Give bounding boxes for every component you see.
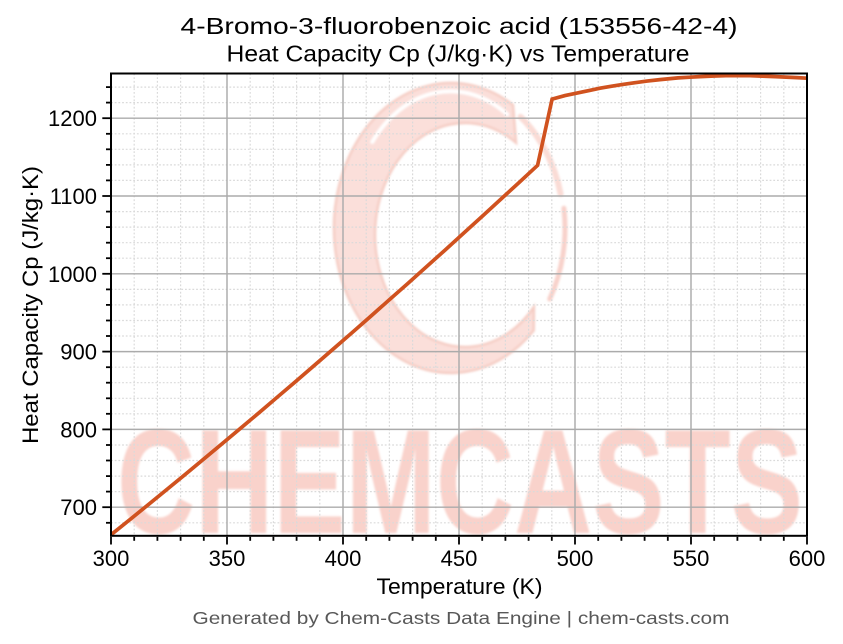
svg-text:800: 800 — [60, 417, 97, 442]
svg-text:600: 600 — [789, 546, 826, 571]
svg-text:Temperature (K): Temperature (K) — [377, 574, 543, 599]
svg-text:550: 550 — [673, 546, 710, 571]
svg-text:400: 400 — [325, 546, 362, 571]
svg-text:1100: 1100 — [50, 184, 97, 209]
svg-text:350: 350 — [209, 546, 246, 571]
svg-text:700: 700 — [60, 495, 97, 520]
svg-text:300: 300 — [93, 546, 130, 571]
svg-text:500: 500 — [557, 546, 594, 571]
svg-text:900: 900 — [60, 340, 97, 365]
svg-text:1200: 1200 — [48, 106, 97, 131]
svg-text:Heat Capacity Cp (J/kg·K): Heat Capacity Cp (J/kg·K) — [18, 166, 43, 444]
svg-text:4-Bromo-3-fluorobenzoic acid (: 4-Bromo-3-fluorobenzoic acid (153556-42-… — [181, 13, 738, 39]
svg-text:CHEMCASTS: CHEMCASTS — [117, 398, 803, 565]
svg-text:Heat Capacity Cp (J/kg·K) vs T: Heat Capacity Cp (J/kg·K) vs Temperature — [227, 41, 690, 67]
svg-text:450: 450 — [441, 546, 478, 571]
svg-text:1000: 1000 — [48, 262, 97, 287]
svg-text:Generated by Chem-Casts Data E: Generated by Chem-Casts Data Engine | ch… — [193, 608, 730, 628]
